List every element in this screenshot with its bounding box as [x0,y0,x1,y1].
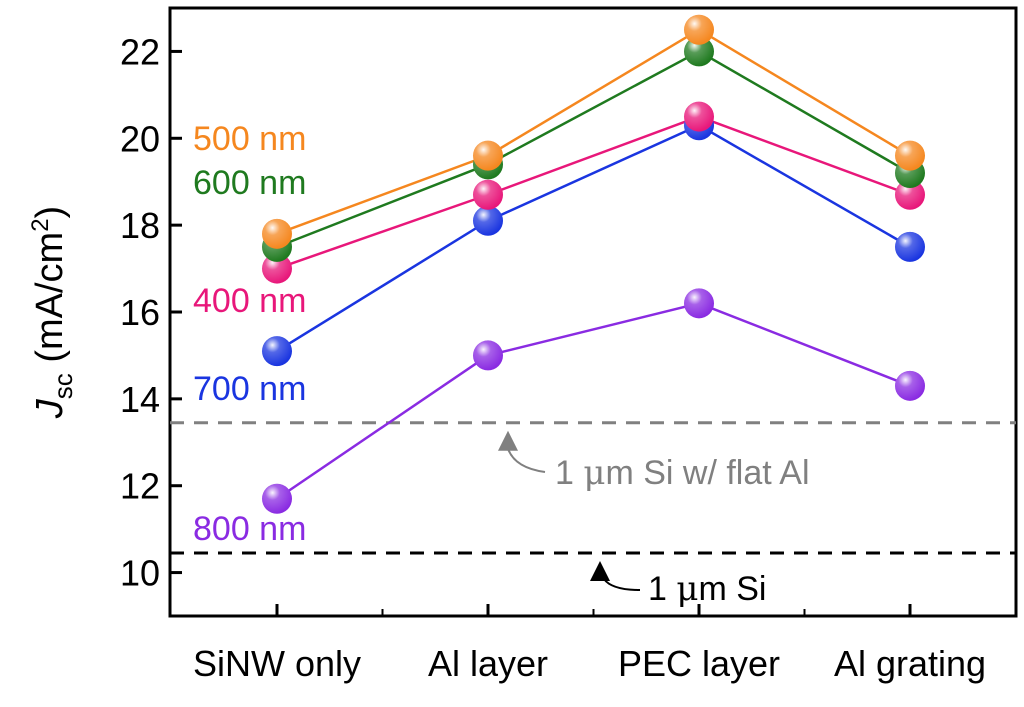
data-point-800-nm-3 [895,370,925,401]
data-point-600-nm-2 [684,36,714,67]
data-point-800-nm-2 [684,288,714,319]
data-point-800-nm-0 [262,483,292,514]
y-axis-label-sub: sc [48,373,78,399]
series-line-800-nm [276,302,911,500]
y-axis-label-close: ) [29,206,71,219]
ref-label-flat-al: 1 μm Si w/ flat Al [555,453,810,493]
y-tick-label-14: 14 [120,379,160,420]
data-point-400-nm-1 [473,179,503,210]
data-point-700-nm-0 [262,336,292,367]
series-label-700: 700 nm [193,370,306,408]
data-point-500-nm-0 [262,218,292,249]
y-tick-label-18: 18 [120,205,160,246]
series-line-700-nm [276,123,911,353]
arrowhead-bare-si [590,561,610,582]
data-point-800-nm-1 [473,340,503,371]
data-point-500-nm-3 [895,140,925,171]
x-tick-label-1: Al layer [428,643,548,684]
reference-lines: 1 μm Si w/ flat Al 1 μm Si [170,421,1016,609]
data-point-500-nm-2 [684,14,714,45]
data-point-700-nm-1 [473,205,503,236]
y-axis-label: Jsc (mA/cm2) [27,206,78,419]
x-tick-label-2: PEC layer [618,643,780,684]
series-line-400-nm [276,115,911,270]
series-lines [276,28,911,500]
y-axis-label-sup: 2 [27,218,54,231]
series-label-600: 600 nm [193,164,306,202]
y-tick-label-20: 20 [120,118,160,159]
x-tick-label-3: Al grating [834,643,986,684]
series-line-600-nm [276,49,911,249]
series-label-800: 800 nm [193,510,306,548]
data-point-400-nm-0 [262,253,292,284]
arrowhead-flat-al [498,430,518,451]
y-tick-label-16: 16 [120,292,160,333]
y-tick-label-12: 12 [120,466,160,507]
series-points [262,14,925,514]
ref-label-bare-si: 1 μm Si [648,569,766,609]
data-point-400-nm-2 [684,101,714,132]
y-tick-label-22: 22 [120,31,160,72]
data-point-500-nm-1 [473,140,503,171]
arrow-flat-al [507,448,546,473]
x-tick-label-0: SiNW only [193,643,361,684]
y-tick-label-10: 10 [120,553,160,594]
x-axis: SiNW only Al layer PEC layer Al grating [193,604,986,684]
series-label-400: 400 nm [193,282,306,320]
data-point-400-nm-3 [895,179,925,210]
y-axis-label-unit: (mA/cm [29,232,71,373]
series-line-500-nm [276,28,911,236]
y-axis: 10 12 14 16 18 20 22 [120,31,182,594]
data-point-700-nm-3 [895,231,925,262]
y-axis-label-main: J [29,398,71,419]
series-label-500: 500 nm [193,120,306,158]
